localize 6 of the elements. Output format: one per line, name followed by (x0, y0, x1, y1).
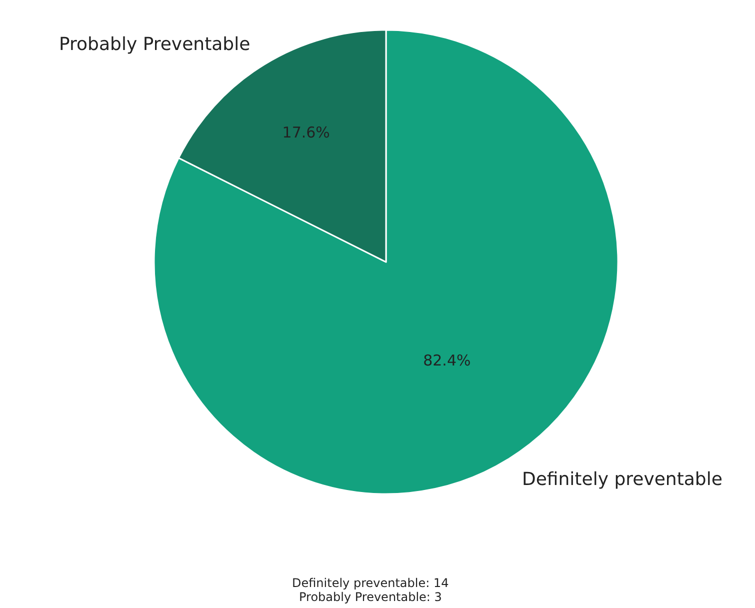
text: Definitely preventable: 14 (292, 576, 449, 590)
data-label: 82.4% (423, 352, 471, 370)
slice-label: Probably Preventable (59, 34, 250, 55)
slice-label: Definitely preventable (522, 469, 722, 490)
text: Probably Preventable: 3 (299, 590, 442, 604)
data-label: 17.6% (282, 124, 330, 142)
